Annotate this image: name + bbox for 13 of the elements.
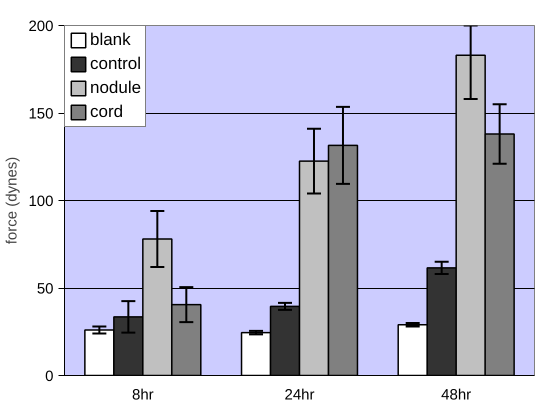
x-tick-label: 48hr [441, 386, 472, 404]
y-tick-label: 200 [28, 18, 54, 35]
legend-label: control [90, 54, 142, 74]
x-tick-label: 24hr [284, 386, 315, 404]
legend-label: cord [90, 102, 124, 122]
y-tick-label: 50 [36, 280, 54, 298]
y-tick-label: 0 [45, 368, 54, 385]
y-tick-label: 100 [28, 193, 54, 210]
y-tick-label: 150 [28, 106, 54, 122]
legend-label: blank [90, 30, 131, 50]
legend-label: nodule [90, 78, 142, 98]
y-axis-title: force (dynes) [3, 156, 20, 244]
x-tick-label: 8hr [132, 386, 154, 404]
